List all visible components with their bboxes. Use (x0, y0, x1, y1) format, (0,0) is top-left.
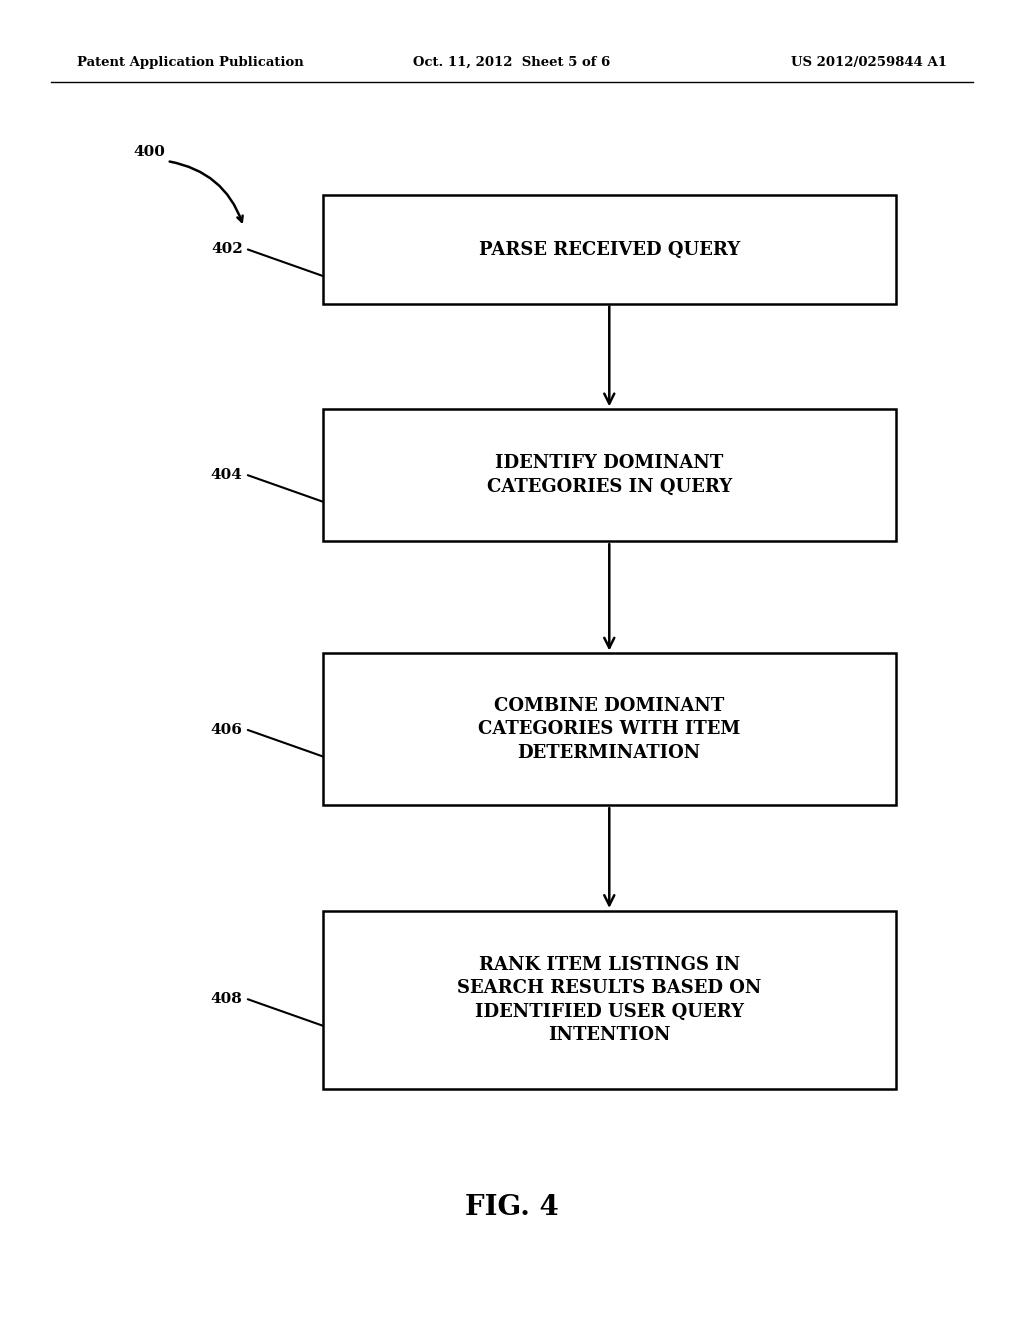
Text: PARSE RECEIVED QUERY: PARSE RECEIVED QUERY (478, 240, 740, 259)
Text: FIG. 4: FIG. 4 (465, 1195, 559, 1221)
Bar (323, 409, 896, 541)
Text: 408: 408 (211, 993, 243, 1006)
Text: Oct. 11, 2012  Sheet 5 of 6: Oct. 11, 2012 Sheet 5 of 6 (414, 55, 610, 69)
Text: 400: 400 (133, 145, 165, 158)
Bar (323, 653, 896, 805)
Text: 404: 404 (211, 469, 243, 482)
Text: US 2012/0259844 A1: US 2012/0259844 A1 (792, 55, 947, 69)
Bar (323, 911, 896, 1089)
Text: Patent Application Publication: Patent Application Publication (77, 55, 303, 69)
Text: RANK ITEM LISTINGS IN
SEARCH RESULTS BASED ON
IDENTIFIED USER QUERY
INTENTION: RANK ITEM LISTINGS IN SEARCH RESULTS BAS… (457, 956, 762, 1044)
Text: 402: 402 (211, 243, 243, 256)
Text: COMBINE DOMINANT
CATEGORIES WITH ITEM
DETERMINATION: COMBINE DOMINANT CATEGORIES WITH ITEM DE… (478, 697, 740, 762)
Text: 406: 406 (211, 723, 243, 737)
Text: IDENTIFY DOMINANT
CATEGORIES IN QUERY: IDENTIFY DOMINANT CATEGORIES IN QUERY (486, 454, 732, 496)
Bar (323, 195, 896, 304)
